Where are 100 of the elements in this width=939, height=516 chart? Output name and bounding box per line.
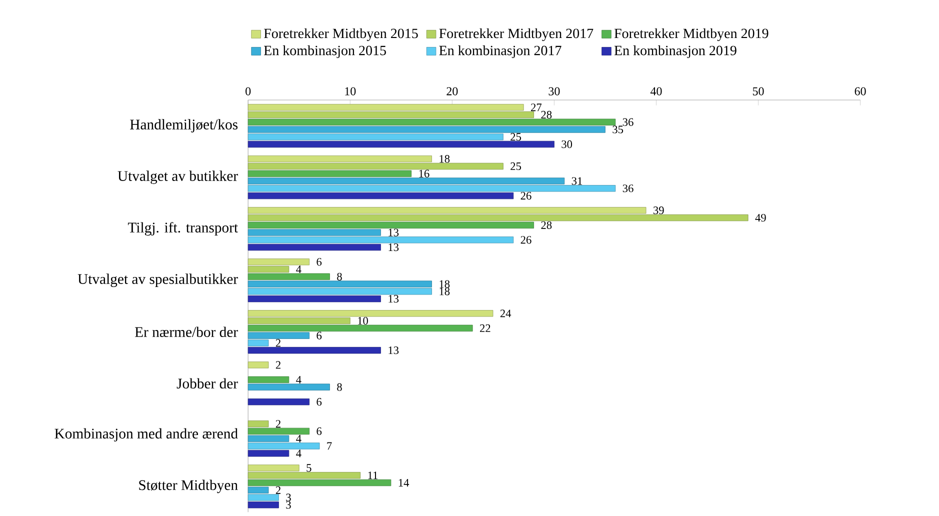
bar (248, 214, 748, 222)
x-tick-label: 40 (650, 87, 662, 96)
data-label: 10 (358, 316, 368, 325)
bar (248, 362, 269, 368)
bar (248, 206, 646, 214)
data-label: 30 (562, 140, 572, 148)
data-label: 31 (572, 177, 582, 185)
data-label: 6 (316, 332, 322, 340)
data-label: 22 (480, 324, 490, 332)
data-label: 8 (337, 272, 342, 280)
bar (248, 222, 534, 228)
bar (248, 310, 494, 317)
data-label: 26 (520, 236, 532, 244)
legend-label: Foretrekker Midtbyen 2019 (614, 28, 768, 41)
bar (248, 384, 330, 390)
y-tick-label: Tilgj. ift. transport (128, 222, 238, 236)
bar (248, 273, 330, 280)
x-tick-label: 50 (752, 87, 764, 96)
bar (248, 192, 514, 200)
data-label: 4 (296, 434, 302, 442)
data-label: 6 (316, 427, 322, 435)
data-label: 3 (286, 494, 291, 502)
bar (248, 244, 381, 251)
y-tick-label: Jobber der (176, 378, 238, 388)
y-tick-label: Utvalget av butikker (118, 170, 238, 184)
bar (248, 229, 381, 236)
data-label: 6 (316, 398, 322, 406)
bar (248, 494, 279, 501)
data-label: 36 (622, 184, 634, 192)
bar (248, 428, 310, 434)
data-label: 4 (296, 450, 302, 458)
data-label: 4 (296, 376, 302, 384)
bar (248, 332, 310, 339)
bar (248, 435, 290, 442)
data-label: 28 (541, 110, 552, 118)
bar (248, 104, 524, 111)
data-label: 13 (388, 243, 399, 252)
data-label: 2 (276, 361, 280, 369)
data-label: 24 (500, 310, 512, 318)
x-tick-label: 60 (854, 87, 866, 96)
bar (248, 472, 361, 479)
bar (248, 340, 269, 346)
data-label: 16 (419, 170, 430, 178)
data-label: 39 (654, 206, 664, 214)
x-tick-label: 20 (446, 87, 458, 96)
legend-label: En kombinasjon 2015 (264, 45, 386, 58)
data-label: 11 (368, 472, 378, 480)
bar (248, 258, 310, 266)
data-label: 13 (388, 346, 399, 354)
bar (248, 501, 279, 508)
data-label: 26 (520, 192, 532, 200)
bar (248, 118, 616, 126)
data-label: 28 (541, 221, 552, 229)
bar (248, 450, 290, 457)
bar (248, 442, 320, 450)
bar (248, 317, 350, 324)
bar (248, 111, 534, 118)
data-label: 18 (440, 154, 450, 163)
bar (248, 324, 473, 332)
bar (248, 170, 412, 177)
data-label: 6 (316, 258, 322, 266)
bar (248, 280, 432, 288)
bar (248, 288, 432, 295)
data-label: 25 (510, 132, 522, 141)
bar (248, 266, 290, 273)
bar (248, 133, 504, 140)
bar (248, 295, 381, 302)
data-label: 4 (296, 265, 302, 273)
data-label: 25 (510, 162, 522, 170)
bar (248, 420, 269, 428)
data-label: 2 (276, 486, 280, 494)
legend-label: En kombinasjon 2019 (614, 45, 736, 58)
y-tick-label: Støtter Midtbyen (139, 480, 238, 494)
bar (248, 346, 381, 354)
legend-label: En kombinasjon 2017 (439, 45, 562, 58)
bar (248, 376, 290, 383)
bar (248, 155, 432, 162)
bar (248, 236, 514, 244)
data-label: 18 (440, 288, 450, 296)
data-label: 7 (327, 442, 332, 450)
x-tick-label: 0 (246, 87, 251, 96)
bar (248, 178, 565, 184)
bar (248, 486, 269, 494)
y-tick-label: Kombinasjon med andre ærend (54, 428, 238, 442)
data-label: 27 (531, 103, 542, 112)
data-label: 3 (286, 500, 291, 509)
bar (248, 162, 504, 170)
bar (248, 479, 392, 486)
data-label: 36 (622, 118, 634, 126)
data-label: 2 (276, 420, 280, 428)
bar (248, 464, 300, 472)
data-label: 35 (612, 126, 624, 134)
bar (248, 140, 554, 148)
y-tick-label: Utvalget av spesialbutikker (78, 274, 238, 287)
y-tick-label: Er nærme/bor der (134, 326, 238, 337)
legend-label: Foretrekker Midtbyen 2015 (264, 28, 418, 41)
bar (248, 126, 606, 133)
data-label: 18 (440, 280, 450, 288)
data-label: 2 (276, 339, 280, 347)
data-label: 13 (388, 228, 399, 236)
